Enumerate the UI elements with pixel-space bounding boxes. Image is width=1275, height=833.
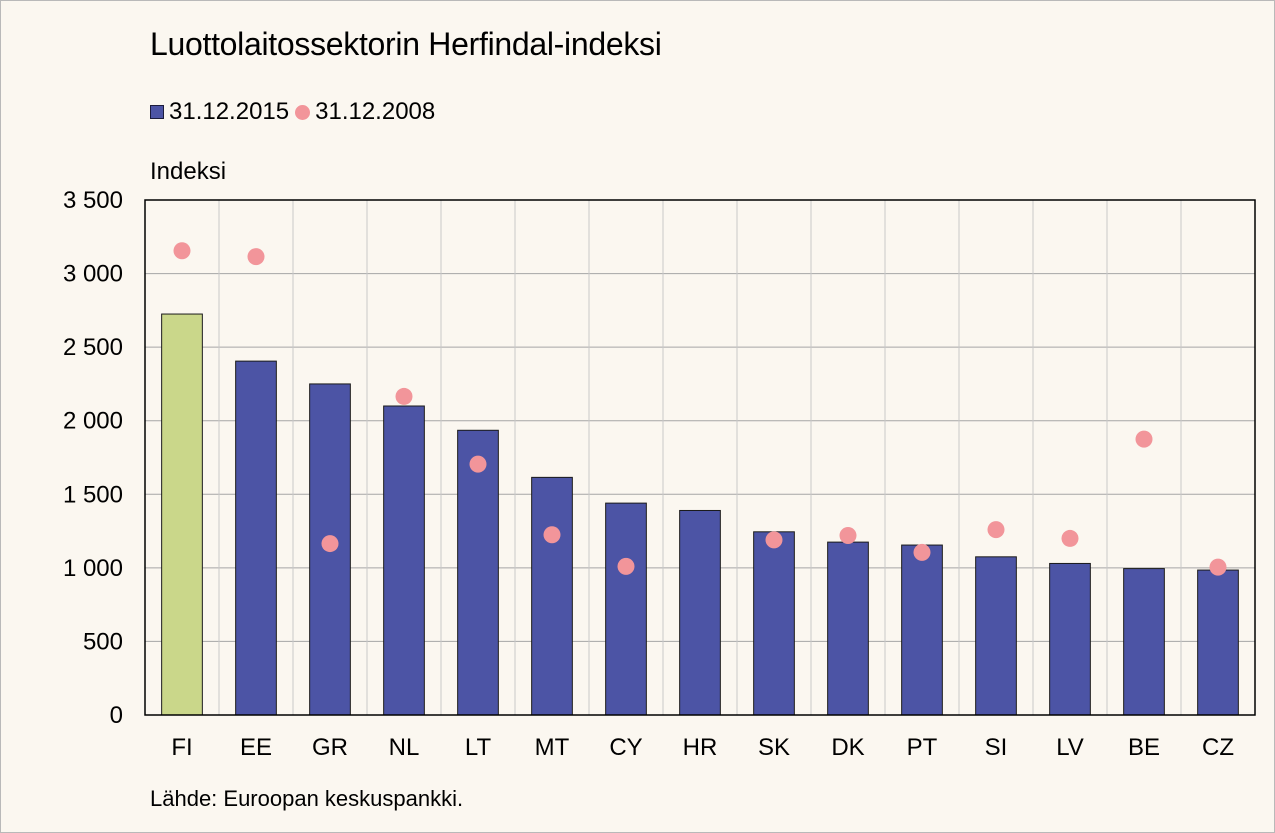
bar-BE bbox=[1123, 568, 1165, 716]
legend-item-2008: 31.12.2008 bbox=[295, 98, 435, 126]
bar-NL bbox=[383, 405, 425, 716]
plot-border bbox=[144, 199, 1256, 716]
dot-SK bbox=[765, 531, 783, 549]
y-axis-label: Indeksi bbox=[150, 158, 227, 185]
bar-FI bbox=[161, 313, 203, 716]
dot-CZ bbox=[1209, 558, 1227, 576]
bar-SK bbox=[753, 531, 795, 716]
bar-CY bbox=[605, 502, 647, 716]
x-tick-label-EE: EE bbox=[240, 734, 272, 761]
dot-FI bbox=[173, 242, 191, 260]
legend-label-2015: 31.12.2015 bbox=[169, 98, 290, 125]
x-tick-label-BE: BE bbox=[1128, 734, 1160, 761]
dot-LV bbox=[1061, 529, 1079, 547]
bar-EE bbox=[235, 360, 277, 716]
chart-title: Luottolaitossektorin Herfindal-indeksi bbox=[150, 26, 662, 62]
legend-dot-swatch bbox=[295, 104, 311, 120]
dot-BE bbox=[1135, 430, 1153, 448]
x-tick-label-LV: LV bbox=[1056, 734, 1084, 761]
dot-NL bbox=[395, 387, 413, 405]
legend-item-2015: 31.12.2015 bbox=[150, 98, 289, 126]
x-tick-label-PT: PT bbox=[907, 734, 938, 761]
x-tick-label-GR: GR bbox=[312, 734, 348, 761]
y-tick-label-3: 1 500 bbox=[63, 481, 123, 508]
x-tick-label-CY: CY bbox=[609, 734, 642, 761]
bar-LT bbox=[457, 429, 499, 716]
bar-LV bbox=[1049, 562, 1091, 716]
dot-PT bbox=[913, 543, 931, 561]
dot-MT bbox=[543, 526, 561, 544]
x-tick-label-CZ: CZ bbox=[1202, 734, 1234, 761]
bar-PT bbox=[901, 544, 943, 716]
x-tick-label-SK: SK bbox=[758, 734, 790, 761]
y-tick-label-1: 500 bbox=[83, 628, 123, 655]
y-tick-label-7: 3 500 bbox=[63, 187, 123, 214]
x-tick-label-NL: NL bbox=[389, 734, 420, 761]
legend-bar-swatch bbox=[150, 105, 164, 119]
x-tick-label-HR: HR bbox=[683, 734, 718, 761]
x-tick-label-SI: SI bbox=[985, 734, 1008, 761]
dot-LT bbox=[469, 455, 487, 473]
y-tick-label-4: 2 000 bbox=[63, 408, 123, 435]
bar-SI bbox=[975, 556, 1017, 716]
bar-DK bbox=[827, 541, 869, 716]
y-tick-label-0: 0 bbox=[110, 702, 123, 729]
bar-HR bbox=[679, 509, 721, 716]
source-note: Lähde: Euroopan keskuspankki. bbox=[150, 786, 464, 811]
dot-CY bbox=[617, 557, 635, 575]
dot-DK bbox=[839, 526, 857, 544]
dot-GR bbox=[321, 535, 339, 553]
bar-MT bbox=[531, 476, 573, 716]
x-tick-label-MT: MT bbox=[535, 734, 570, 761]
legend-label-2008: 31.12.2008 bbox=[315, 98, 436, 125]
y-tick-label-2: 1 000 bbox=[63, 555, 123, 582]
y-tick-label-5: 2 500 bbox=[63, 334, 123, 361]
dot-EE bbox=[247, 248, 265, 266]
legend: 31.12.2015 31.12.2008 bbox=[150, 98, 441, 126]
y-tick-label-6: 3 000 bbox=[63, 261, 123, 288]
bar-CZ bbox=[1197, 569, 1239, 716]
x-tick-label-DK: DK bbox=[831, 734, 864, 761]
x-tick-label-FI: FI bbox=[171, 734, 192, 761]
dot-SI bbox=[987, 521, 1005, 539]
x-tick-label-LT: LT bbox=[465, 734, 492, 761]
